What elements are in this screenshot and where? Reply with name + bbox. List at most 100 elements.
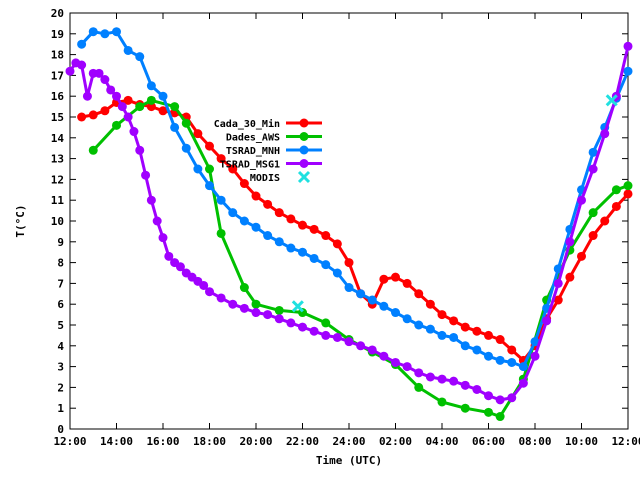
data-point-cada-30-min bbox=[100, 106, 110, 116]
data-point-tsrad-msg1 bbox=[216, 293, 226, 303]
data-point-tsrad-msg1 bbox=[146, 195, 156, 205]
data-point-tsrad-msg1 bbox=[600, 129, 610, 139]
series-line-tsrad-mnh bbox=[80, 30, 630, 369]
data-point-cada-30-min bbox=[205, 141, 214, 151]
data-point-tsrad-mnh bbox=[588, 147, 598, 157]
data-point-cada-30-min bbox=[332, 239, 342, 249]
data-point-tsrad-mnh bbox=[239, 216, 249, 226]
data-point-tsrad-msg1 bbox=[164, 251, 174, 261]
data-point-cada-30-min bbox=[379, 274, 389, 284]
data-point-tsrad-mnh bbox=[402, 314, 412, 324]
data-point-dades-aws bbox=[181, 118, 191, 128]
data-point-tsrad-msg1 bbox=[391, 357, 400, 367]
data-point-tsrad-mnh bbox=[286, 243, 296, 253]
data-point-tsrad-msg1 bbox=[274, 314, 284, 324]
data-point-dades-aws bbox=[216, 228, 226, 238]
data-point-tsrad-msg1 bbox=[309, 326, 319, 336]
data-point-cada-30-min bbox=[484, 330, 493, 340]
data-point-tsrad-msg1 bbox=[94, 68, 104, 78]
data-point-tsrad-mnh bbox=[367, 295, 377, 305]
data-point-cada-30-min bbox=[88, 110, 98, 120]
y-tick-label: 19 bbox=[51, 28, 64, 41]
legend: Cada_30_Min Dades_AWS TSRAD_MNH TSRAD_MSG1 M… bbox=[214, 118, 322, 184]
x-tick-label: 22:00 bbox=[286, 435, 319, 448]
y-tick-label: 13 bbox=[51, 153, 64, 166]
data-point-tsrad-mnh bbox=[77, 39, 87, 49]
data-point-tsrad-msg1 bbox=[117, 102, 127, 112]
data-point-tsrad-msg1 bbox=[263, 310, 273, 320]
data-point-dades-aws bbox=[239, 283, 249, 293]
data-point-cada-30-min bbox=[216, 154, 226, 164]
data-point-modis bbox=[291, 300, 304, 313]
x-tick-label: 12:00 bbox=[53, 435, 86, 448]
data-point-tsrad-msg1 bbox=[565, 237, 575, 247]
y-tick-label: 18 bbox=[51, 49, 64, 62]
data-point-tsrad-mnh bbox=[251, 222, 261, 232]
data-point-tsrad-mnh bbox=[112, 27, 121, 37]
y-tick-label: 6 bbox=[57, 298, 64, 311]
legend-label: Dades_AWS bbox=[226, 133, 280, 144]
y-tick-label: 12 bbox=[51, 173, 64, 186]
x-tick-label: 20:00 bbox=[239, 435, 272, 448]
legend-entry-tsrad-mnh: TSRAD_MNH bbox=[226, 145, 322, 157]
data-point-tsrad-msg1 bbox=[123, 112, 133, 122]
data-point-dades-aws bbox=[437, 397, 447, 407]
data-point-cada-30-min bbox=[425, 299, 435, 309]
data-point-dades-aws bbox=[170, 102, 180, 112]
data-point-tsrad-mnh bbox=[146, 81, 156, 91]
data-point-cada-30-min bbox=[437, 310, 447, 320]
y-tick-label: 8 bbox=[57, 257, 64, 270]
x-axis-label: Time (UTC) bbox=[316, 454, 382, 467]
data-point-dades-aws bbox=[623, 181, 633, 191]
data-point-tsrad-mnh bbox=[216, 195, 226, 205]
legend-label: MODIS bbox=[250, 173, 280, 184]
data-point-tsrad-msg1 bbox=[321, 330, 331, 340]
legend-swatch-marker bbox=[299, 132, 309, 141]
series-layer bbox=[65, 27, 633, 422]
data-point-tsrad-msg1 bbox=[367, 345, 377, 355]
data-point-cada-30-min bbox=[123, 95, 133, 105]
data-point-cada-30-min bbox=[286, 214, 296, 224]
data-point-tsrad-mnh bbox=[193, 164, 203, 174]
legend-swatch-marker bbox=[299, 145, 309, 155]
data-point-tsrad-msg1 bbox=[344, 337, 354, 347]
data-point-tsrad-mnh bbox=[88, 27, 98, 37]
data-point-cada-30-min bbox=[263, 199, 273, 209]
data-point-tsrad-mnh bbox=[274, 237, 284, 247]
data-point-tsrad-msg1 bbox=[460, 380, 470, 390]
data-point-dades-aws bbox=[611, 185, 621, 195]
data-point-tsrad-mnh bbox=[332, 268, 342, 278]
data-point-tsrad-mnh bbox=[472, 345, 482, 355]
data-point-cada-30-min bbox=[309, 224, 319, 234]
y-tick-label: 1 bbox=[57, 402, 64, 415]
x-tick-label: 08:00 bbox=[518, 435, 551, 448]
data-point-cada-30-min bbox=[193, 129, 203, 139]
data-point-cada-30-min bbox=[600, 216, 610, 226]
data-point-tsrad-mnh bbox=[391, 308, 400, 318]
data-point-tsrad-mnh bbox=[414, 320, 424, 330]
legend-entry-cada-30-min: Cada_30_Min bbox=[214, 118, 322, 130]
data-point-tsrad-msg1 bbox=[437, 374, 447, 384]
x-tick-label: 16:00 bbox=[146, 435, 179, 448]
data-point-tsrad-mnh bbox=[321, 260, 331, 270]
data-point-tsrad-mnh bbox=[449, 332, 459, 342]
data-point-cada-30-min bbox=[565, 272, 575, 282]
data-point-cada-30-min bbox=[321, 231, 331, 241]
data-point-cada-30-min bbox=[623, 189, 633, 199]
data-point-cada-30-min bbox=[588, 231, 598, 241]
x-tick-label: 06:00 bbox=[472, 435, 505, 448]
data-point-tsrad-msg1 bbox=[286, 318, 296, 328]
data-point-dades-aws bbox=[205, 164, 214, 174]
data-point-dades-aws bbox=[495, 412, 505, 422]
data-point-tsrad-msg1 bbox=[495, 395, 505, 405]
x-tick-label: 14:00 bbox=[100, 435, 133, 448]
data-point-tsrad-mnh bbox=[298, 247, 307, 257]
legend-entry-tsrad-msg1: TSRAD_MSG1 bbox=[220, 159, 322, 171]
series-modis bbox=[291, 94, 618, 313]
legend-label: TSRAD_MSG1 bbox=[220, 160, 280, 171]
data-point-cada-30-min bbox=[472, 326, 482, 336]
data-point-dades-aws bbox=[588, 208, 598, 218]
data-point-tsrad-msg1 bbox=[129, 127, 139, 137]
data-point-tsrad-msg1 bbox=[542, 316, 552, 326]
data-point-tsrad-msg1 bbox=[425, 372, 435, 382]
